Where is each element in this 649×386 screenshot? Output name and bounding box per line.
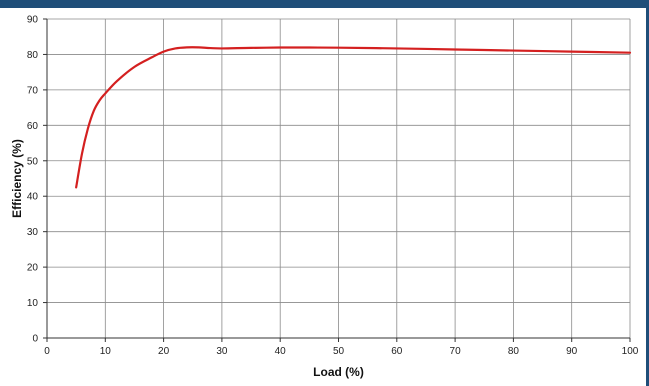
x-tick-label: 100 xyxy=(622,346,639,357)
x-axis-title: Load (%) xyxy=(313,365,364,379)
right-border xyxy=(646,8,649,386)
x-tick-label: 50 xyxy=(333,346,345,357)
x-tick-label: 40 xyxy=(275,346,287,357)
header-bar xyxy=(0,0,649,8)
x-tick-label: 70 xyxy=(450,346,462,357)
y-tick-label: 50 xyxy=(27,156,39,167)
x-tick-label: 80 xyxy=(508,346,520,357)
efficiency-series-line xyxy=(75,46,632,189)
x-tick-label: 30 xyxy=(216,346,228,357)
y-axis-title: Efficiency (%) xyxy=(10,139,24,218)
y-tick-label: 30 xyxy=(27,227,39,238)
y-tick-label: 90 xyxy=(27,15,39,26)
x-tick-label: 60 xyxy=(391,346,403,357)
y-tick-label: 80 xyxy=(27,50,39,61)
y-tick-label: 40 xyxy=(27,192,39,203)
y-tick-label: 20 xyxy=(27,263,39,274)
x-tick-label: 20 xyxy=(158,346,170,357)
x-tick-label: 0 xyxy=(44,346,50,357)
x-tick-label: 10 xyxy=(100,346,112,357)
y-tick-label: 60 xyxy=(27,121,39,132)
y-tick-label: 70 xyxy=(27,85,39,96)
y-tick-label: 10 xyxy=(27,298,39,309)
x-tick-label: 90 xyxy=(566,346,578,357)
y-tick-label: 0 xyxy=(32,334,38,345)
